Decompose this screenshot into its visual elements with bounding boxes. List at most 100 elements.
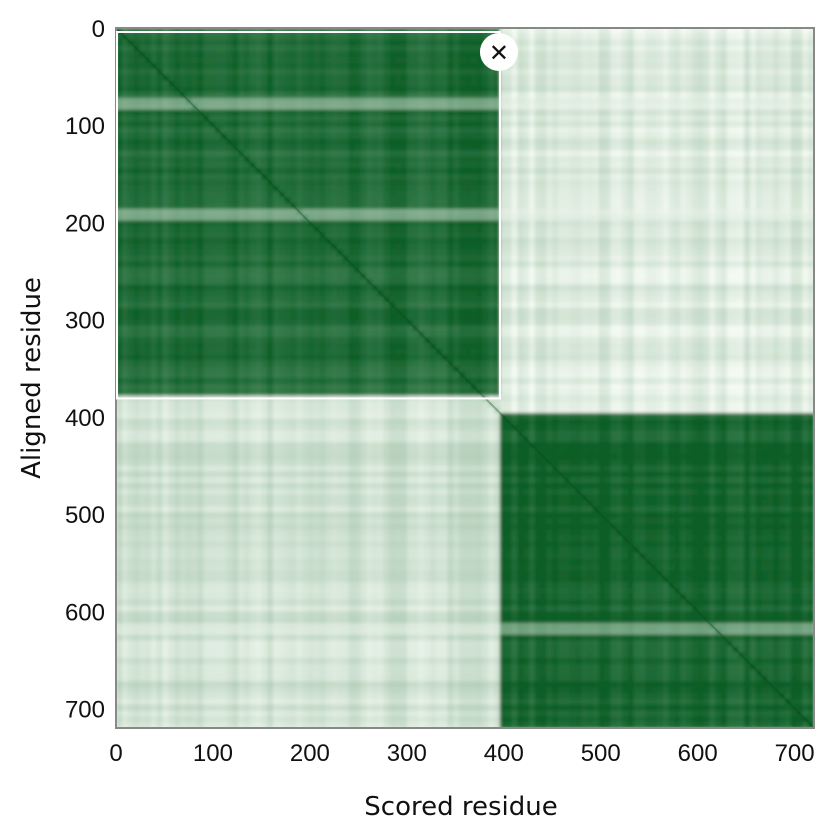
heatmap-cell — [499, 208, 507, 216]
heatmap-cell — [418, 68, 425, 76]
heatmap-cell — [697, 74, 705, 82]
heatmap-cell — [261, 115, 268, 122]
heatmap-cell — [726, 133, 734, 140]
heatmap-cell — [459, 51, 466, 58]
heatmap-cell — [150, 51, 158, 58]
heatmap-cell — [232, 267, 239, 274]
heatmap-cell — [767, 214, 774, 222]
heatmap-cell — [395, 115, 402, 122]
heatmap-cell — [523, 208, 530, 216]
heatmap-cell — [744, 33, 751, 41]
heatmap-cell — [662, 39, 670, 47]
heatmap-cell — [220, 156, 228, 163]
heatmap-cell — [383, 267, 390, 274]
heatmap-cell — [191, 57, 199, 64]
heatmap-cell — [174, 63, 181, 70]
heatmap-cell — [174, 133, 181, 140]
heatmap-cell — [191, 243, 199, 251]
heatmap-cell — [116, 191, 123, 198]
heatmap-cell — [546, 74, 553, 82]
heatmap-cell — [302, 226, 309, 233]
heatmap-cell — [220, 238, 228, 245]
heatmap-cell — [715, 220, 722, 227]
heatmap-cell — [238, 127, 245, 134]
heatmap-cell — [627, 156, 635, 163]
heatmap-cell — [476, 68, 484, 76]
heatmap-cell — [482, 255, 489, 262]
heatmap-cell — [540, 98, 548, 105]
heatmap-cell — [726, 127, 734, 134]
heatmap-cell — [220, 51, 228, 58]
heatmap-cell — [453, 255, 460, 262]
heatmap-cell — [534, 28, 542, 35]
heatmap-cell — [744, 115, 751, 122]
heatmap-cell — [150, 220, 158, 227]
heatmap-cell — [156, 150, 164, 157]
heatmap-cell — [517, 249, 524, 257]
heatmap-cell — [616, 173, 623, 181]
heatmap-cell — [406, 68, 414, 76]
heatmap-cell — [470, 138, 478, 146]
heatmap-cell — [406, 208, 414, 216]
heatmap-cell — [488, 243, 495, 251]
heatmap-cell — [273, 232, 280, 239]
heatmap-cell — [360, 150, 367, 157]
heatmap-cell — [214, 74, 222, 82]
heatmap-cell — [709, 203, 716, 210]
heatmap-cell — [709, 39, 716, 47]
heatmap-cell — [278, 127, 286, 134]
heatmap-cell — [534, 39, 542, 47]
heatmap-cell — [709, 74, 716, 82]
heatmap-cell — [174, 138, 181, 146]
heatmap-cell — [307, 92, 315, 99]
heatmap-cell — [784, 98, 792, 105]
heatmap-cell — [325, 138, 332, 146]
heatmap-cell — [197, 203, 204, 210]
heatmap-cell — [412, 179, 420, 187]
heatmap-cell — [720, 168, 728, 175]
heatmap-cell — [313, 179, 321, 187]
heatmap-cell — [441, 267, 449, 274]
heatmap-cell — [337, 261, 344, 268]
heatmap-cell — [808, 226, 814, 233]
heatmap-cell — [127, 162, 135, 169]
heatmap-cell — [412, 156, 420, 163]
heatmap-cell — [243, 39, 251, 47]
heatmap-cell — [354, 162, 361, 169]
heatmap-cell — [150, 103, 158, 111]
heatmap-cell — [168, 86, 175, 93]
heatmap-cell — [197, 86, 204, 93]
heatmap-cell — [261, 232, 268, 239]
heatmap-cell — [622, 156, 629, 163]
heatmap-cell — [412, 74, 420, 82]
heatmap-cell — [656, 162, 664, 169]
heatmap-cell — [627, 39, 635, 47]
heatmap-cell — [255, 39, 263, 47]
heatmap-cell — [331, 261, 338, 268]
heatmap-cell — [406, 121, 414, 128]
heatmap-cell — [238, 144, 245, 152]
heatmap-cell — [622, 185, 629, 192]
heatmap-cell — [395, 33, 402, 41]
heatmap-cell — [168, 63, 175, 70]
heatmap-cell — [552, 197, 559, 204]
heatmap-cell — [616, 98, 623, 105]
heatmap-cell — [662, 86, 670, 93]
heatmap-cell — [761, 133, 769, 140]
heatmap-cell — [686, 68, 693, 76]
heatmap-cell — [651, 57, 658, 64]
heatmap-cell — [505, 86, 513, 93]
heatmap-cell — [523, 138, 530, 146]
heatmap-cell — [645, 255, 652, 262]
heatmap-cell — [465, 261, 472, 268]
heatmap-cell — [598, 226, 606, 233]
heatmap-cell — [203, 243, 210, 251]
heatmap-cell — [255, 144, 263, 152]
heatmap-cell — [482, 138, 489, 146]
heatmap-cell — [627, 232, 635, 239]
heatmap-cell — [523, 238, 530, 245]
heatmap-cell — [273, 185, 280, 192]
heatmap-cell — [656, 28, 664, 35]
heatmap-cell — [790, 115, 798, 122]
heatmap-cell — [377, 191, 385, 198]
